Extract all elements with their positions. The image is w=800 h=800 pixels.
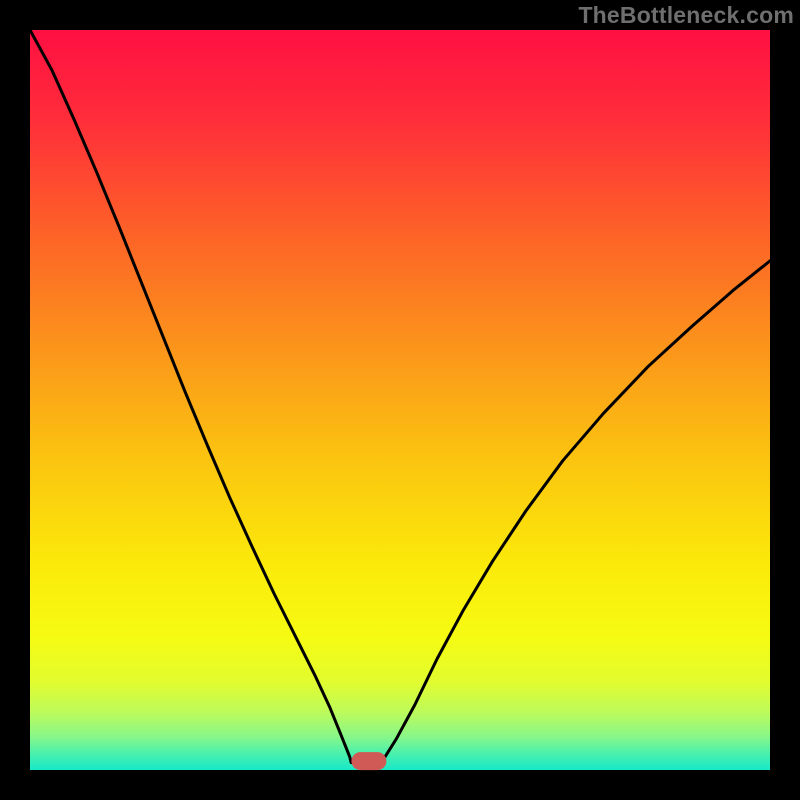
optimal-marker <box>351 752 386 770</box>
plot-background <box>30 30 770 770</box>
chart-container: TheBottleneck.com <box>0 0 800 800</box>
watermark-text: TheBottleneck.com <box>578 2 794 29</box>
chart-svg <box>0 0 800 800</box>
